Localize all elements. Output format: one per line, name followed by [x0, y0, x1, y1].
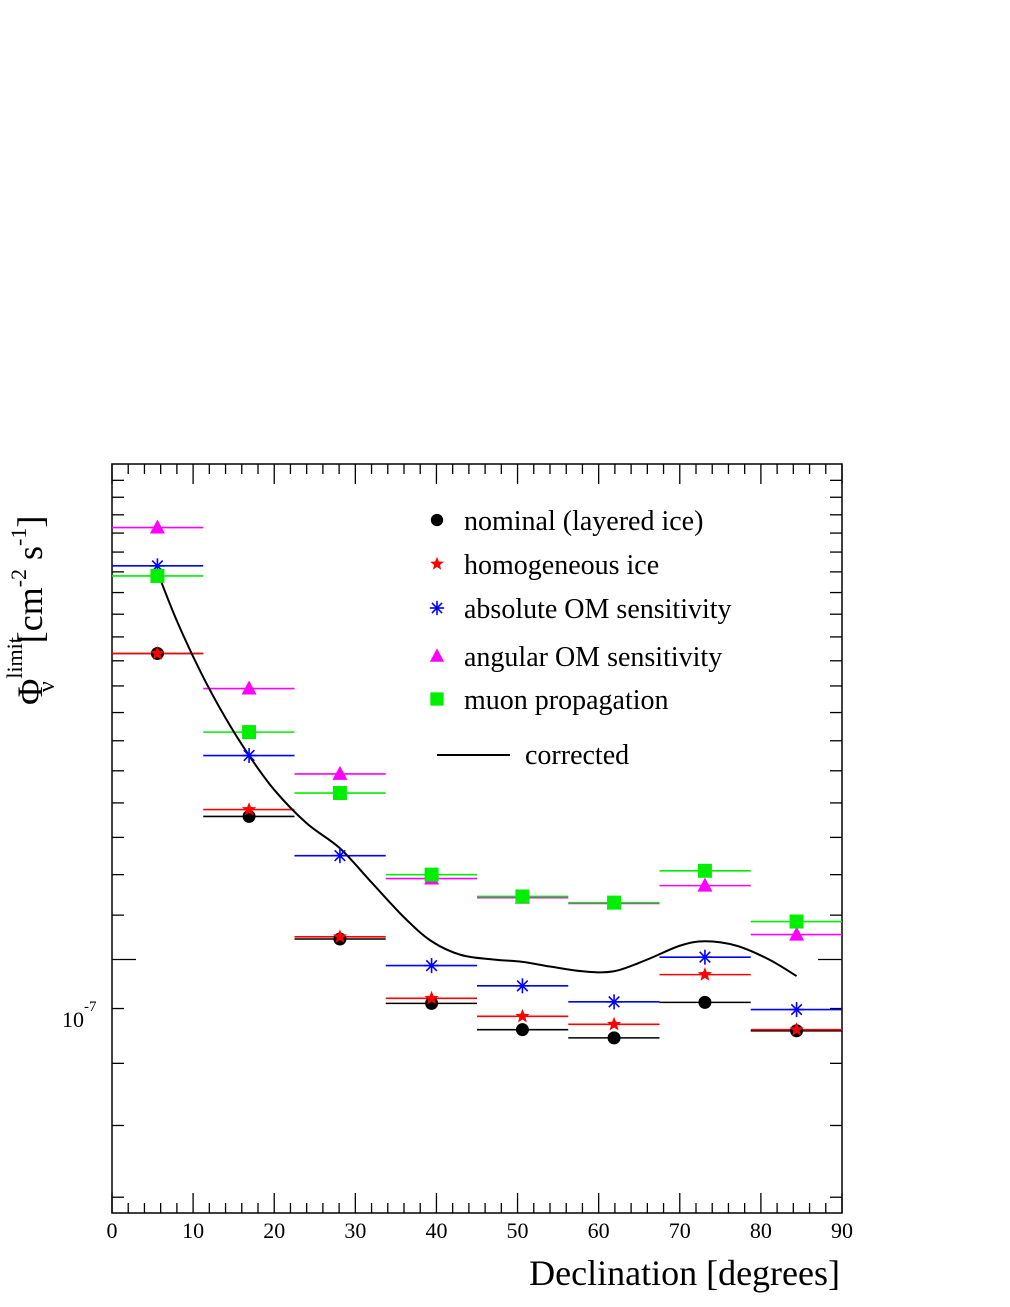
- marker-square: [607, 895, 622, 910]
- marker-star: [241, 802, 257, 816]
- axis-ticks: [111, 464, 843, 1213]
- y-axis-units-mid: s: [10, 546, 50, 569]
- y-axis-units: [cm: [10, 587, 50, 643]
- marker-star: [150, 646, 165, 660]
- y-tick-label-1e-7: 10-7: [62, 999, 97, 1032]
- x-tick-label: 40: [425, 1218, 447, 1243]
- x-tick-label: 30: [344, 1218, 366, 1243]
- x-tick-label: 60: [588, 1218, 610, 1243]
- legend-label: absolute OM sensitivity: [464, 594, 732, 625]
- x-tick-label: 0: [107, 1218, 118, 1243]
- marker-square: [697, 863, 712, 878]
- x-tick-label: 70: [669, 1218, 691, 1243]
- marker-asterisk-stroke: [243, 749, 255, 762]
- marker-star: [424, 990, 439, 1005]
- legend-label: homogeneous ice: [464, 550, 659, 581]
- x-axis-title: Declination [degrees]: [529, 1253, 840, 1293]
- marker-square: [430, 692, 444, 706]
- y-axis-subscript: ν: [34, 681, 60, 692]
- marker-square: [332, 786, 347, 801]
- marker-asterisk-stroke: [516, 979, 529, 992]
- marker-asterisk-stroke: [334, 849, 346, 862]
- x-tick-label: 90: [831, 1218, 853, 1243]
- marker-star: [697, 967, 713, 981]
- marker-square: [424, 867, 439, 882]
- marker-asterisk-stroke: [790, 1003, 803, 1016]
- marker-star: [789, 1022, 804, 1036]
- y-axis-units-exp1: -2: [6, 569, 31, 587]
- marker-triangle: [697, 877, 713, 892]
- marker-star: [430, 556, 444, 570]
- legend-label: muon propagation: [464, 685, 669, 716]
- data-markers: [149, 519, 805, 1045]
- marker-star: [606, 1016, 622, 1031]
- marker-triangle: [149, 519, 165, 534]
- y-axis-superscript: limit: [2, 637, 27, 679]
- marker-star: [515, 1008, 530, 1023]
- marker-circle: [698, 995, 712, 1009]
- marker-circle: [607, 1031, 621, 1045]
- y-axis-title: Φlimitν [cm-2 s-1]: [2, 516, 60, 705]
- marker-triangle: [789, 926, 805, 941]
- marker-asterisk-stroke: [431, 602, 443, 614]
- marker-asterisk-stroke: [425, 959, 438, 972]
- legend: nominal (layered ice) homogeneous ice abso…: [429, 506, 732, 771]
- legend-label: angular OM sensitivity: [464, 642, 722, 673]
- y-tick-base: 10: [62, 1007, 84, 1032]
- marker-asterisk-stroke: [608, 995, 620, 1008]
- y-axis-symbol: Φ: [10, 679, 50, 705]
- marker-circle: [515, 1023, 529, 1037]
- marker-triangle: [241, 680, 257, 695]
- x-tick-label: 80: [750, 1218, 772, 1243]
- marker-triangle: [429, 648, 445, 662]
- x-tick-label: 50: [507, 1218, 529, 1243]
- x-tick-label: 10: [182, 1218, 204, 1243]
- y-tick-exp: -7: [84, 999, 97, 1015]
- x-tick-labels: 0 10 20 30 40 50 60 70 80 90: [107, 1218, 854, 1243]
- marker-circle: [430, 513, 444, 527]
- y-axis-units-exp2: -1: [6, 528, 31, 546]
- legend-label: nominal (layered ice): [464, 506, 703, 537]
- plot-frame: [111, 463, 843, 1214]
- marker-square: [789, 914, 804, 929]
- legend-label: corrected: [525, 740, 629, 771]
- y-axis-units-end: ]: [10, 516, 50, 528]
- corrected-curve-layer: [156, 571, 798, 977]
- x-tick-label: 20: [263, 1218, 285, 1243]
- marker-square: [515, 889, 530, 904]
- marker-square: [242, 725, 257, 740]
- marker-star: [332, 929, 348, 943]
- corrected-curve: [156, 571, 798, 977]
- marker-square: [150, 568, 165, 583]
- marker-asterisk-stroke: [699, 951, 711, 964]
- marker-triangle: [332, 765, 348, 780]
